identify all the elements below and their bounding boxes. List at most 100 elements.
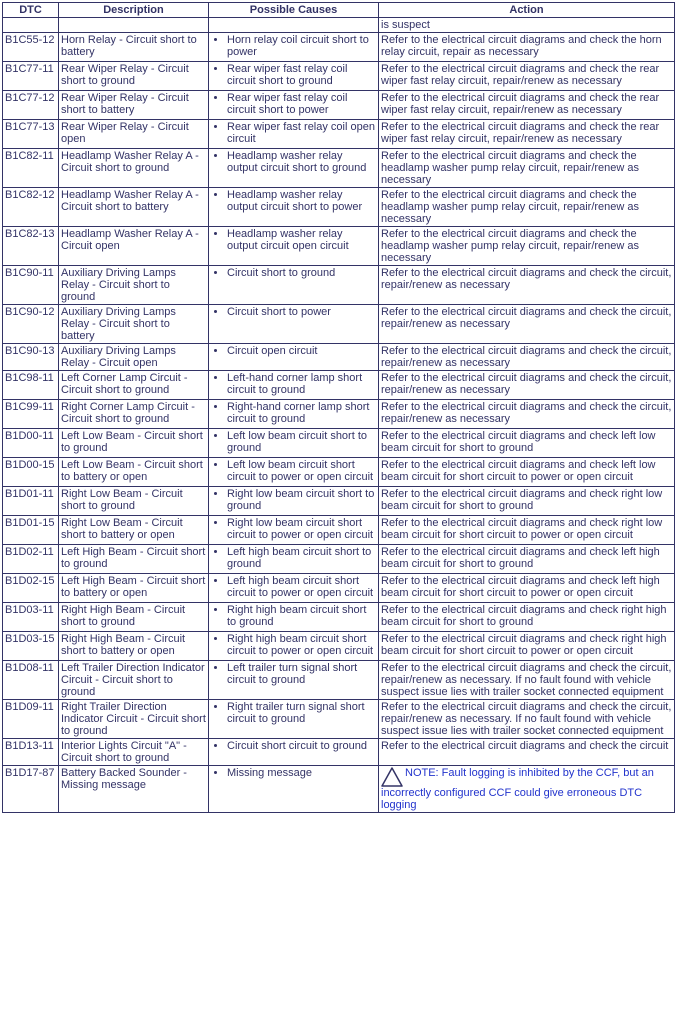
cause-cell: Left trailer turn signal short circuit t… (209, 661, 379, 700)
table-row: B1D08-11Left Trailer Direction Indicator… (3, 661, 675, 700)
cause-item: Headlamp washer relay output circuit sho… (227, 150, 376, 176)
dtc-cell: B1C82-13 (3, 227, 59, 266)
cause-cell: Left high beam circuit short circuit to … (209, 574, 379, 603)
cause-item: Left-hand corner lamp short circuit to g… (227, 372, 376, 398)
action-cell: Refer to the electrical circuit diagrams… (379, 516, 675, 545)
cause-cell: Circuit short to ground (209, 266, 379, 305)
dtc-cell: B1D01-11 (3, 487, 59, 516)
cause-cell: Circuit short circuit to ground (209, 739, 379, 766)
col-action: Action (379, 3, 675, 18)
description-cell: Right Trailer Direction Indicator Circui… (59, 700, 209, 739)
action-cell: Refer to the electrical circuit diagrams… (379, 458, 675, 487)
table-row: B1D01-11Right Low Beam - Circuit short t… (3, 487, 675, 516)
table-row: B1D00-11Left Low Beam - Circuit short to… (3, 429, 675, 458)
cause-item: Rear wiper fast relay coil circuit short… (227, 63, 376, 89)
dtc-cell: B1C82-12 (3, 188, 59, 227)
table-row: B1D00-15Left Low Beam - Circuit short to… (3, 458, 675, 487)
table-row: B1C99-11Right Corner Lamp Circuit - Circ… (3, 400, 675, 429)
col-dtc: DTC (3, 3, 59, 18)
description-cell: Rear Wiper Relay - Circuit short to grou… (59, 62, 209, 91)
cause-cell: Right low beam circuit short to ground (209, 487, 379, 516)
description-cell: Auxiliary Driving Lamps Relay - Circuit … (59, 266, 209, 305)
description-cell: Right Corner Lamp Circuit - Circuit shor… (59, 400, 209, 429)
cause-cell: Missing message (209, 766, 379, 813)
description-cell: Rear Wiper Relay - Circuit open (59, 120, 209, 149)
description-cell: Horn Relay - Circuit short to battery (59, 33, 209, 62)
action-cell: Refer to the electrical circuit diagrams… (379, 487, 675, 516)
table-row: B1D09-11Right Trailer Direction Indicato… (3, 700, 675, 739)
cause-cell: Right trailer turn signal short circuit … (209, 700, 379, 739)
cause-item: Right high beam circuit short circuit to… (227, 633, 376, 659)
action-cell: Refer to the electrical circuit diagrams… (379, 661, 675, 700)
dtc-cell: B1C90-12 (3, 305, 59, 344)
cause-item: Right-hand corner lamp short circuit to … (227, 401, 376, 427)
table-row: B1C77-13Rear Wiper Relay - Circuit open R… (3, 120, 675, 149)
table-row-continuation: is suspect (3, 18, 675, 33)
action-cell: NOTE: Fault logging is inhibited by the … (379, 766, 675, 813)
description-cell: Auxiliary Driving Lamps Relay - Circuit … (59, 305, 209, 344)
description-cell: Right Low Beam - Circuit short to ground (59, 487, 209, 516)
table-row: B1C82-12Headlamp Washer Relay A - Circui… (3, 188, 675, 227)
table-header: DTC Description Possible Causes Action (3, 3, 675, 18)
cause-cell: Headlamp washer relay output circuit sho… (209, 188, 379, 227)
action-cell: Refer to the electrical circuit diagrams… (379, 371, 675, 400)
description-cell: Right High Beam - Circuit short to batte… (59, 632, 209, 661)
cause-item: Circuit short circuit to ground (227, 740, 376, 754)
dtc-cell: B1D03-11 (3, 603, 59, 632)
action-cell: Refer to the electrical circuit diagrams… (379, 344, 675, 371)
dtc-cell: B1C90-13 (3, 344, 59, 371)
action-cell: Refer to the electrical circuit diagrams… (379, 429, 675, 458)
cause-item: Left trailer turn signal short circuit t… (227, 662, 376, 688)
table-row: B1C82-11Headlamp Washer Relay A - Circui… (3, 149, 675, 188)
note-text: NOTE: Fault logging is inhibited by the … (381, 767, 654, 811)
dtc-cell: B1D08-11 (3, 661, 59, 700)
table-row: B1C77-12Rear Wiper Relay - Circuit short… (3, 91, 675, 120)
action-cell: Refer to the electrical circuit diagrams… (379, 33, 675, 62)
dtc-cell: B1C77-12 (3, 91, 59, 120)
description-cell: Battery Backed Sounder - Missing message (59, 766, 209, 813)
description-cell: Rear Wiper Relay - Circuit short to batt… (59, 91, 209, 120)
cause-cell: Circuit open circuit (209, 344, 379, 371)
description-cell: Headlamp Washer Relay A - Circuit short … (59, 188, 209, 227)
action-cell: Refer to the electrical circuit diagrams… (379, 188, 675, 227)
table-row: B1D02-11Left High Beam - Circuit short t… (3, 545, 675, 574)
table-row: B1D03-11Right High Beam - Circuit short … (3, 603, 675, 632)
dtc-cell: B1D03-15 (3, 632, 59, 661)
cause-item: Left low beam circuit short to ground (227, 430, 376, 456)
dtc-cell: B1C77-13 (3, 120, 59, 149)
action-cell: Refer to the electrical circuit diagrams… (379, 545, 675, 574)
description-cell: Auxiliary Driving Lamps Relay - Circuit … (59, 344, 209, 371)
dtc-cell: B1D02-15 (3, 574, 59, 603)
action-cell: Refer to the electrical circuit diagrams… (379, 305, 675, 344)
table-body: is suspectB1C55-12Horn Relay - Circuit s… (3, 18, 675, 813)
action-cell: Refer to the electrical circuit diagrams… (379, 120, 675, 149)
action-cell: Refer to the electrical circuit diagrams… (379, 266, 675, 305)
action-cell: is suspect (379, 18, 675, 33)
table-row: B1C82-13Headlamp Washer Relay A - Circui… (3, 227, 675, 266)
description-cell: Left Trailer Direction Indicator Circuit… (59, 661, 209, 700)
cause-cell: Right-hand corner lamp short circuit to … (209, 400, 379, 429)
table-row: B1C77-11Rear Wiper Relay - Circuit short… (3, 62, 675, 91)
cause-item: Left high beam circuit short circuit to … (227, 575, 376, 601)
action-cell: Refer to the electrical circuit diagrams… (379, 739, 675, 766)
description-cell: Left High Beam - Circuit short to batter… (59, 574, 209, 603)
cause-cell: Left low beam circuit short circuit to p… (209, 458, 379, 487)
cause-item: Right trailer turn signal short circuit … (227, 701, 376, 727)
cause-cell: Left low beam circuit short to ground (209, 429, 379, 458)
cause-item: Circuit short to ground (227, 267, 376, 281)
cause-item: Missing message (227, 767, 376, 781)
dtc-cell: B1C90-11 (3, 266, 59, 305)
col-cause: Possible Causes (209, 3, 379, 18)
cause-item: Rear wiper fast relay coil circuit short… (227, 92, 376, 118)
description-cell: Left Low Beam - Circuit short to ground (59, 429, 209, 458)
table-row: B1D01-15Right Low Beam - Circuit short t… (3, 516, 675, 545)
empty-cell (59, 18, 209, 33)
cause-item: Headlamp washer relay output circuit ope… (227, 228, 376, 254)
description-cell: Right High Beam - Circuit short to groun… (59, 603, 209, 632)
action-cell: Refer to the electrical circuit diagrams… (379, 62, 675, 91)
action-cell: Refer to the electrical circuit diagrams… (379, 149, 675, 188)
table-row: B1C90-13Auxiliary Driving Lamps Relay - … (3, 344, 675, 371)
cause-item: Headlamp washer relay output circuit sho… (227, 189, 376, 215)
cause-item: Circuit short to power (227, 306, 376, 320)
cause-item: Left high beam circuit short to ground (227, 546, 376, 572)
